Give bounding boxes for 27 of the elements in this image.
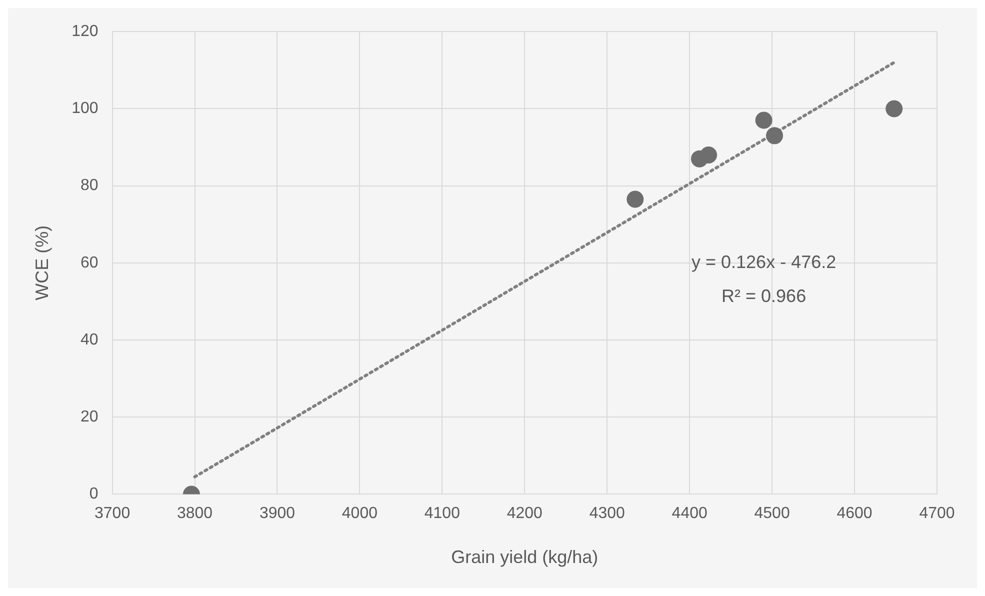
x-tick-label: 4000 (342, 505, 378, 522)
point (886, 100, 903, 118)
x-axis-title: Grain yield (kg/ha) (451, 547, 598, 568)
x-tick-label: 3900 (259, 505, 296, 522)
x-tick-label: 4700 (919, 505, 955, 522)
x-tick-label: 4500 (754, 505, 790, 522)
y-tick-label: 120 (72, 23, 98, 40)
y-tick-label: 20 (80, 408, 98, 426)
x-tick-label: 3700 (94, 505, 130, 522)
point (700, 146, 718, 164)
x-tick-label: 3800 (176, 505, 213, 522)
y-tick-label: 80 (80, 177, 98, 194)
y-tick-label: 0 (89, 486, 98, 503)
point (626, 190, 644, 208)
x-tick-label: 4400 (672, 505, 708, 522)
x-tick-label: 4300 (589, 505, 626, 522)
x-tick-label: 4600 (836, 505, 872, 522)
y-axis-title: WCE (%) (32, 225, 52, 300)
y-tick-label: 60 (80, 254, 98, 272)
point (755, 112, 772, 129)
y-tick-label: 100 (72, 100, 98, 118)
y-tick-label: 40 (80, 331, 98, 348)
annotation: R² = 0.966 (722, 286, 806, 306)
annotation: y = 0.126x - 476.2 (692, 252, 836, 272)
point (766, 127, 784, 144)
x-tick-label: 4200 (506, 505, 543, 522)
x-tick-label: 4100 (424, 505, 460, 522)
